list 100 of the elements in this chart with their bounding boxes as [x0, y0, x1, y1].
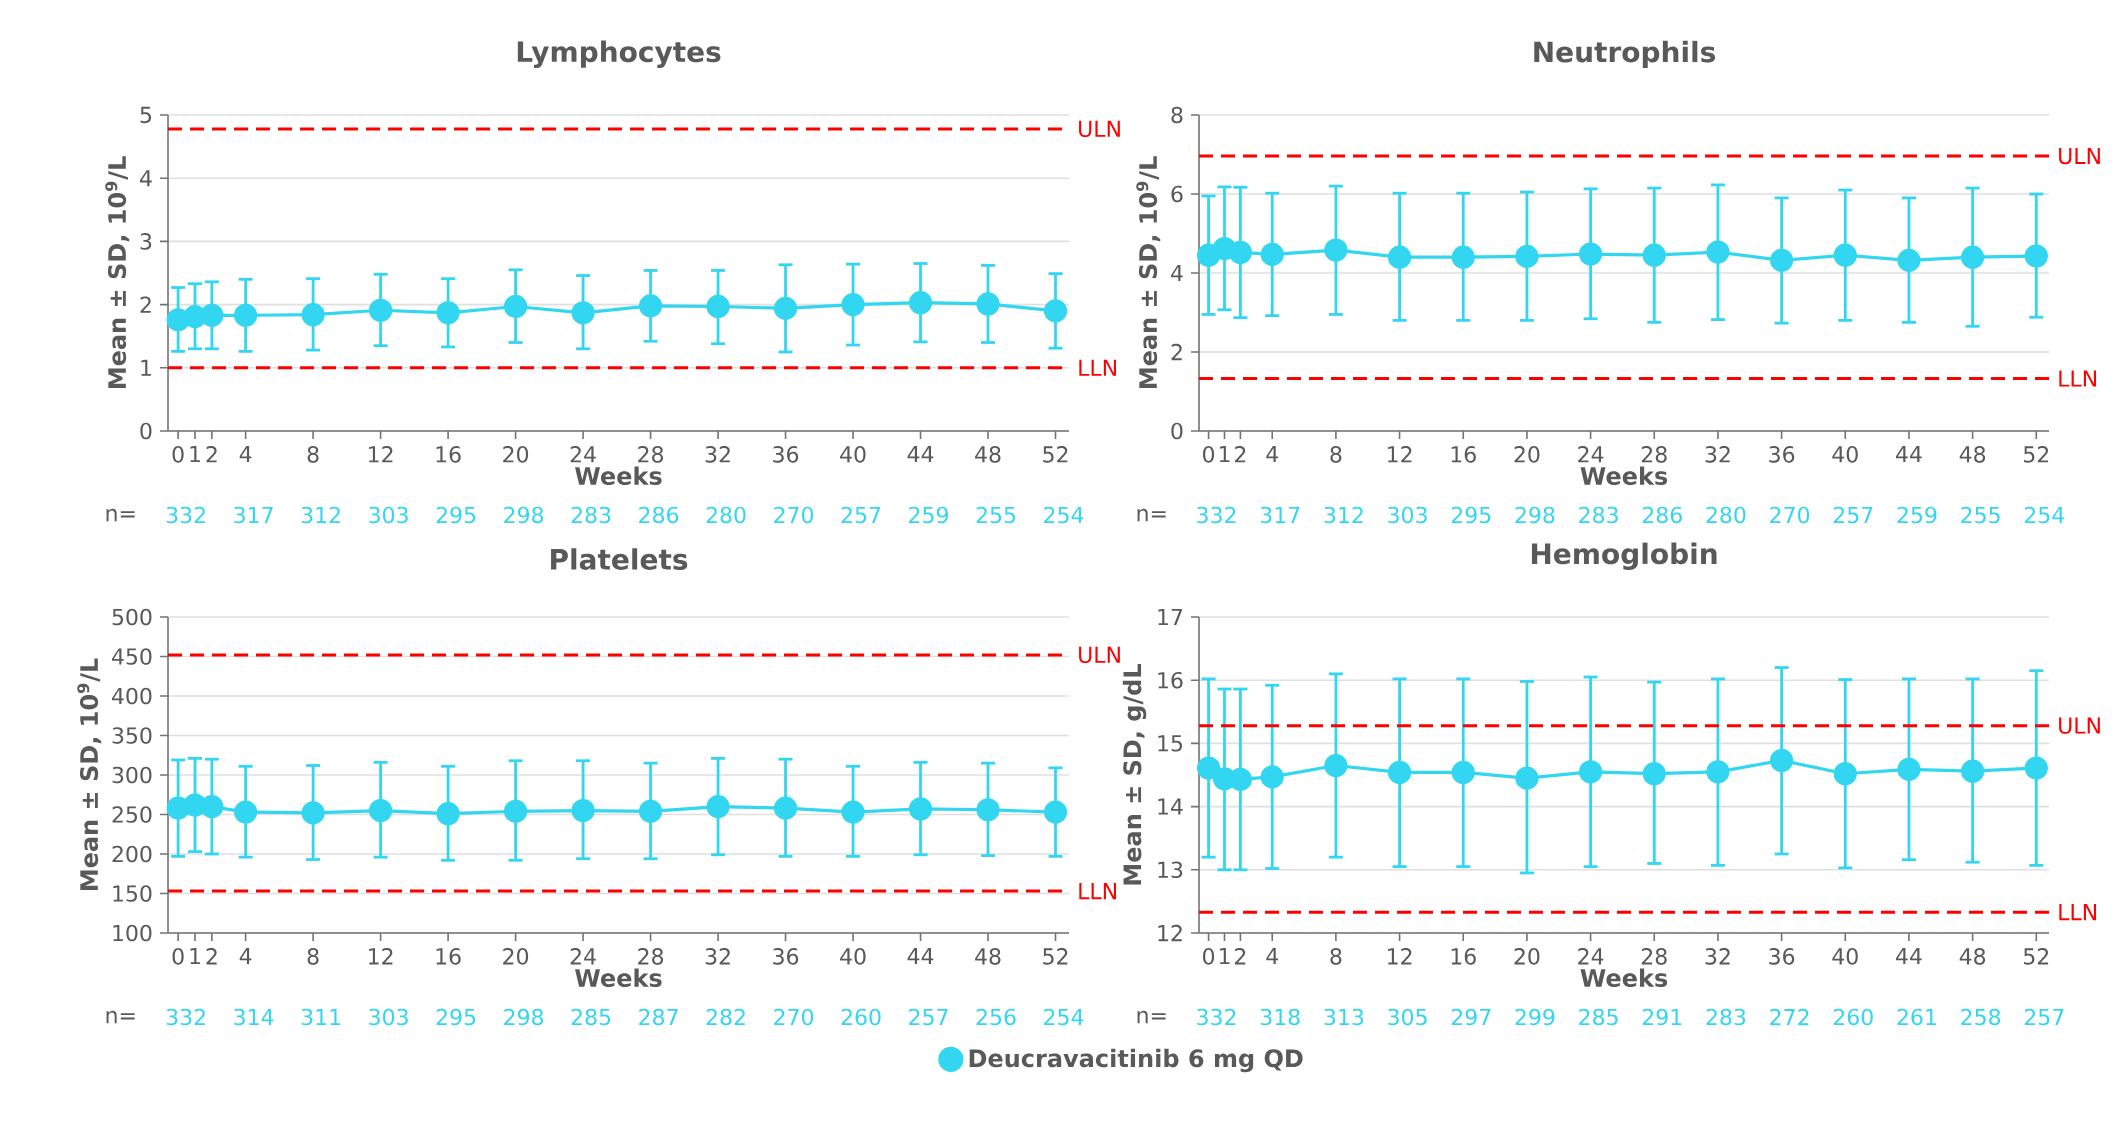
x-tick-label: 4 [1266, 446, 1278, 463]
point [200, 303, 224, 327]
point [638, 799, 663, 823]
x-tick-label: 1 [1219, 948, 1230, 965]
x-tick-label: 1 [190, 948, 200, 965]
x-tick-label: 36 [1769, 446, 1795, 463]
text: 287 [639, 1008, 678, 1026]
text: 311 [301, 1008, 341, 1026]
x-axis-title: Weeks [1580, 968, 1668, 987]
point [1196, 756, 1221, 780]
text: n= [106, 508, 135, 522]
text: 257 [841, 506, 881, 524]
text: 303 [1388, 506, 1427, 524]
text: 312 [1324, 506, 1363, 524]
text: 257 [909, 1008, 948, 1026]
legend-label: Deucravacitinib 6 mg QD [969, 1048, 1303, 1073]
x-tick-label: 32 [705, 948, 730, 965]
x-tick-label: 0 [172, 948, 184, 965]
point [1706, 760, 1730, 784]
y-tick-label: 5 [140, 106, 152, 124]
point [234, 800, 258, 824]
y-tick-label: 450 [112, 648, 152, 665]
x-tick-label: 36 [773, 446, 799, 463]
point [571, 301, 595, 325]
point [841, 292, 865, 317]
point [908, 797, 933, 821]
point [2024, 756, 2048, 780]
x-tick-label: 8 [1330, 446, 1342, 463]
y-tick-label: 13 [1158, 861, 1183, 879]
x-tick-label: 40 [1832, 948, 1858, 965]
point [369, 798, 393, 823]
point [369, 298, 393, 322]
x-tick-label: 4 [239, 446, 252, 463]
text: 286 [1642, 506, 1682, 524]
x-tick-label: 20 [503, 948, 529, 965]
y-axis-title: Mean ± SD, 10$^{9}$/L [1136, 156, 1161, 389]
point [1897, 757, 1921, 781]
text: 259 [1897, 506, 1937, 524]
y-tick-label: 0 [140, 422, 152, 440]
point [301, 303, 325, 327]
x-tick-label: 16 [436, 948, 461, 965]
x-tick-label: 48 [1959, 948, 1986, 965]
x-tick-label: 52 [2023, 446, 2049, 463]
chart-title: Neutrophils [1534, 40, 1716, 68]
y-tick-label: 250 [112, 806, 152, 823]
x-axis-title: Weeks [575, 968, 662, 987]
y-tick-label: 12 [1158, 924, 1182, 942]
point [1260, 765, 1284, 789]
x-tick-label: 2 [1235, 948, 1246, 965]
text: 298 [504, 1008, 544, 1026]
y-tick-label: 8 [1171, 106, 1183, 124]
text: 303 [369, 1008, 408, 1026]
text: 283 [1706, 1008, 1746, 1026]
ref-line-label: ULN [1079, 646, 1120, 664]
ref-line-label: ULN [2059, 717, 2100, 734]
point [1642, 762, 1666, 786]
x-tick-label: 4 [1266, 948, 1278, 965]
point [1387, 760, 1412, 785]
text: 314 [234, 1008, 274, 1026]
x-tick-label: 40 [840, 446, 866, 463]
y-axis-title: Mean ± SD, g/dL [1122, 663, 1147, 885]
text: 283 [571, 506, 611, 524]
text: 332 [166, 1008, 205, 1026]
point [234, 303, 258, 327]
x-tick-label: 16 [436, 446, 461, 463]
y-axis-title: Mean ± SD, 10$^{9}$/L [77, 658, 102, 891]
text: 298 [1515, 506, 1555, 524]
text: n= [1137, 1010, 1166, 1024]
x-tick-label: 32 [1705, 446, 1730, 463]
point [1043, 800, 1068, 824]
text: 254 [1044, 1008, 1084, 1026]
y-tick-label: 200 [112, 845, 152, 863]
x-tick-label: 20 [1514, 948, 1540, 965]
x-tick-label: 44 [907, 948, 934, 965]
point [706, 794, 730, 819]
text: 257 [2024, 1008, 2064, 1026]
text: 259 [909, 506, 948, 524]
y-tick-label: 350 [112, 727, 152, 744]
text: 332 [166, 506, 205, 524]
x-tick-label: 0 [1203, 446, 1215, 463]
text: 260 [841, 1008, 881, 1026]
x-tick-label: 28 [638, 446, 664, 463]
text: 257 [1833, 506, 1873, 524]
x-tick-label: 44 [1896, 446, 1922, 463]
point [200, 794, 224, 819]
text: 283 [1579, 506, 1618, 524]
x-tick-label: 36 [1769, 948, 1795, 965]
text: 317 [1260, 506, 1300, 524]
ref-line-label: LLN [2059, 904, 2096, 921]
text: 312 [301, 506, 340, 524]
y-tick-label: 6 [1171, 185, 1183, 203]
x-tick-label: 28 [1641, 948, 1667, 965]
text: 282 [706, 1008, 745, 1026]
x-tick-label: 12 [1387, 446, 1412, 463]
text: 305 [1388, 1008, 1427, 1026]
x-tick-label: 0 [1203, 948, 1215, 965]
point [1770, 748, 1794, 773]
x-tick-label: 24 [570, 948, 596, 965]
x-tick-label: 12 [369, 446, 393, 463]
text: 258 [1961, 1008, 2001, 1026]
